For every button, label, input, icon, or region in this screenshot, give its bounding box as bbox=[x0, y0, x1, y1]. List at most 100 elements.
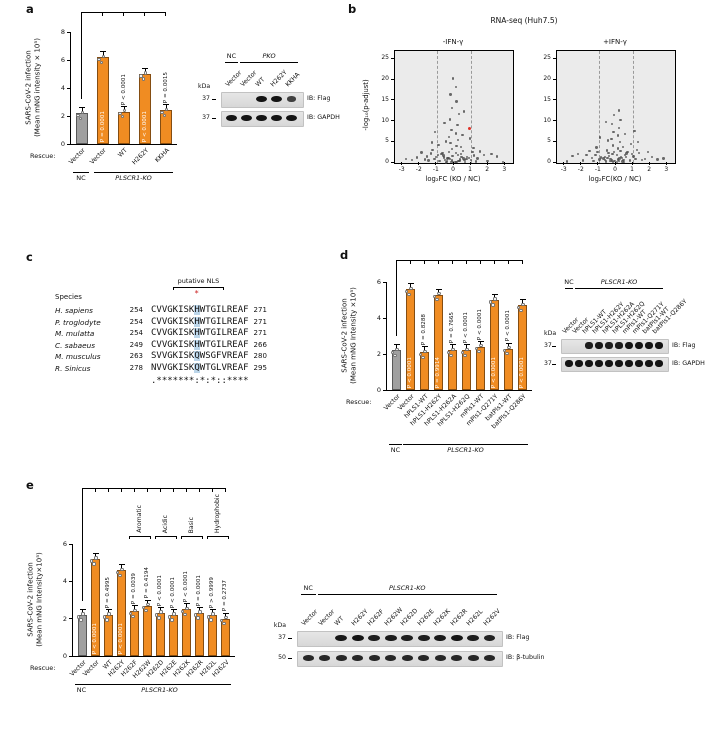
sequence: CVVGKISKHWTGILREAF bbox=[151, 328, 249, 338]
species-name: C. sabaeus bbox=[55, 340, 96, 350]
data-point bbox=[128, 611, 133, 615]
p-value-label: P = 0.0001 bbox=[196, 574, 203, 607]
x-tick-label: 2 bbox=[647, 166, 652, 173]
y-tick-label: 10 bbox=[381, 116, 389, 124]
data-point bbox=[224, 616, 228, 620]
p-value-label: P < 0.0001 bbox=[141, 110, 148, 142]
volcano-point bbox=[609, 158, 612, 161]
sequence-post: WTGLVREAF bbox=[199, 362, 249, 373]
p-value-label: P < 0.0001 bbox=[519, 356, 526, 388]
protein-band bbox=[401, 634, 414, 642]
protein-band bbox=[483, 634, 496, 642]
bar bbox=[476, 346, 485, 390]
volcano-point bbox=[594, 153, 597, 157]
ib-label: IB: GAPDH bbox=[307, 114, 340, 121]
volcano-point bbox=[501, 160, 504, 163]
volcano-point bbox=[620, 156, 624, 159]
volcano-point bbox=[459, 152, 463, 156]
data-point bbox=[162, 113, 167, 117]
protein-band bbox=[467, 654, 479, 662]
bracket-tooth bbox=[144, 12, 145, 16]
bracket-tooth bbox=[521, 260, 523, 264]
y-tick-label: 10 bbox=[543, 116, 551, 124]
volcano-point bbox=[451, 107, 454, 110]
volcano-point bbox=[599, 156, 603, 159]
p-value-label: P = 0.0039 bbox=[131, 573, 138, 605]
x-tick-mark bbox=[580, 162, 582, 165]
data-point bbox=[122, 109, 127, 113]
sequence-highlight: H bbox=[194, 328, 200, 338]
protein-band bbox=[270, 95, 283, 103]
protein-band bbox=[255, 95, 268, 103]
data-point bbox=[521, 302, 525, 306]
sequence-post: WTGILREAF bbox=[199, 305, 249, 315]
volcano-point bbox=[482, 153, 486, 157]
volcano-point bbox=[598, 158, 601, 161]
sequence: NVVGKISKQWTGLVREAF bbox=[151, 362, 249, 373]
data-point bbox=[465, 347, 469, 351]
sequence-pre: SVVGKISK bbox=[151, 351, 195, 361]
data-point bbox=[196, 616, 200, 620]
x-tick-mark bbox=[486, 162, 488, 165]
bar bbox=[130, 611, 139, 656]
volcano-point bbox=[613, 159, 616, 163]
aa-bracket-tick-left bbox=[207, 536, 208, 539]
volcano-point bbox=[448, 118, 451, 121]
y-tick-label: 4 bbox=[60, 84, 65, 92]
error-bar-cap bbox=[142, 68, 148, 69]
sequence: CVVGKISKHWTGILREAF bbox=[151, 339, 249, 350]
volcano-point bbox=[446, 157, 449, 160]
volcano-point bbox=[465, 157, 468, 161]
bracket-tooth bbox=[146, 488, 148, 492]
error-bar-cap bbox=[100, 51, 106, 53]
volcano-point bbox=[444, 161, 447, 164]
volcano-point bbox=[611, 144, 615, 147]
y-tick-label: 20 bbox=[543, 75, 551, 83]
x-tick-label: 0 bbox=[613, 166, 617, 173]
error-bar-cap bbox=[505, 342, 512, 344]
protein-band bbox=[351, 634, 364, 642]
data-point bbox=[118, 573, 122, 577]
sample-group-line bbox=[389, 444, 402, 445]
y-tick-label: 0 bbox=[547, 158, 551, 165]
y-tick-label: 0 bbox=[376, 386, 381, 394]
data-point bbox=[143, 71, 148, 75]
data-point bbox=[146, 603, 150, 607]
lane-group-label: PLSCR1-KO bbox=[389, 584, 426, 592]
volcano-point bbox=[456, 123, 459, 127]
bracket-tooth bbox=[437, 260, 439, 264]
panel-b-volcano-plots: RNA-seq (Huh7.5) -log₁₀(p-adjust) -IFN-γ 0 5… bbox=[352, 4, 708, 194]
protein-band bbox=[585, 342, 593, 349]
volcano-point bbox=[451, 77, 455, 80]
protein-band bbox=[635, 341, 643, 350]
data-point bbox=[505, 352, 509, 356]
volcano-point bbox=[606, 139, 610, 142]
error-bar-cap bbox=[183, 603, 190, 605]
aa-bracket-tick-left bbox=[181, 536, 182, 539]
volcano-point bbox=[651, 155, 654, 159]
nls-bracket-tick-left bbox=[172, 287, 174, 290]
data-point bbox=[423, 349, 427, 353]
x-tick-mark bbox=[563, 162, 565, 165]
protein-band bbox=[368, 634, 381, 642]
volcano-point bbox=[410, 158, 414, 162]
lane-group-line bbox=[317, 594, 497, 595]
protein-band bbox=[319, 654, 331, 662]
lane-label: H262V bbox=[482, 607, 502, 628]
volcano-point bbox=[456, 153, 459, 157]
species-header: Species bbox=[55, 293, 82, 301]
data-point bbox=[139, 74, 143, 78]
seq-start-number: 278 bbox=[129, 363, 143, 372]
x-tick-mark bbox=[503, 162, 505, 165]
sample-group-label: PLSCR1-KO bbox=[115, 174, 152, 182]
volcano-point bbox=[447, 135, 451, 139]
error-bar-cap bbox=[222, 612, 229, 614]
y-tick-label: 5 bbox=[547, 137, 551, 145]
y-tick-mark bbox=[383, 281, 387, 283]
protein-band bbox=[450, 634, 463, 642]
error-bar-cap bbox=[131, 605, 138, 607]
bar bbox=[434, 294, 443, 390]
aa-bracket-tick-left bbox=[129, 536, 130, 539]
aa-group-bracket bbox=[207, 536, 229, 537]
protein-band bbox=[225, 114, 238, 122]
